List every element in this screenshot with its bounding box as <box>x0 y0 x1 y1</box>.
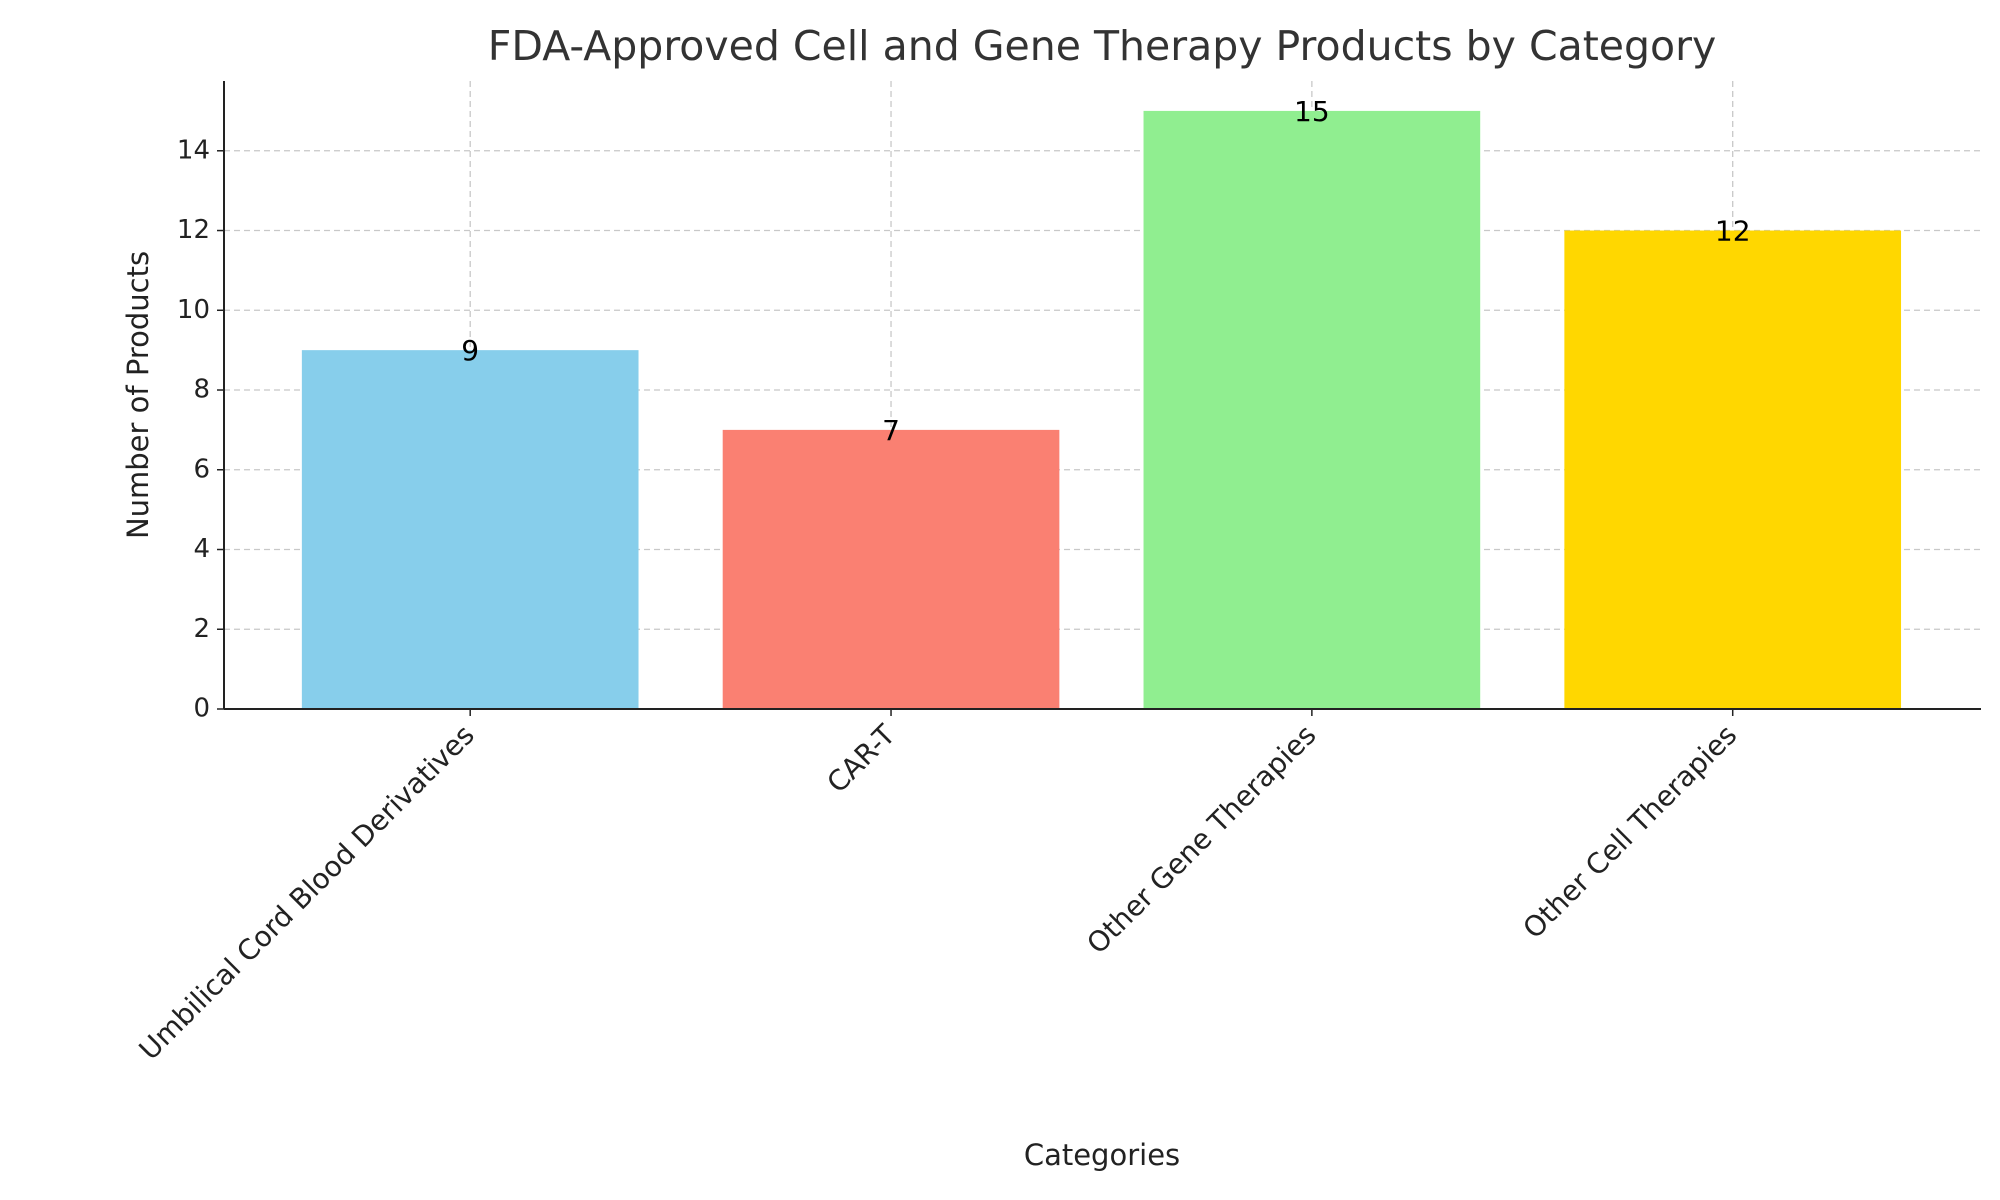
y-tick-label: 12 <box>177 215 210 245</box>
x-axis-label: Categories <box>1024 1138 1180 1172</box>
bar <box>1143 110 1481 709</box>
x-tick-label: CAR-T <box>821 718 903 800</box>
y-tick-label: 6 <box>193 454 210 484</box>
y-tick-label: 10 <box>177 295 210 325</box>
x-tick-label: Other Gene Therapies <box>1080 718 1322 960</box>
data-label: 15 <box>1294 95 1330 128</box>
x-tick-label: Umbilical Cord Blood Derivatives <box>133 718 481 1066</box>
bar <box>1564 230 1902 709</box>
y-tick-label: 0 <box>193 694 210 724</box>
data-label: 9 <box>461 334 479 367</box>
x-tick-label: Other Cell Therapies <box>1516 718 1743 945</box>
y-axis-label: Number of Products <box>121 251 155 539</box>
bar <box>301 350 639 709</box>
y-tick-label: 2 <box>193 614 210 644</box>
data-label: 12 <box>1715 215 1751 248</box>
y-tick-label: 4 <box>193 534 210 564</box>
y-tick-label: 8 <box>193 375 210 405</box>
data-label: 7 <box>882 414 900 447</box>
bar <box>722 429 1060 709</box>
y-tick-label: 14 <box>177 135 210 165</box>
chart-title: FDA-Approved Cell and Gene Therapy Produ… <box>488 22 1716 70</box>
